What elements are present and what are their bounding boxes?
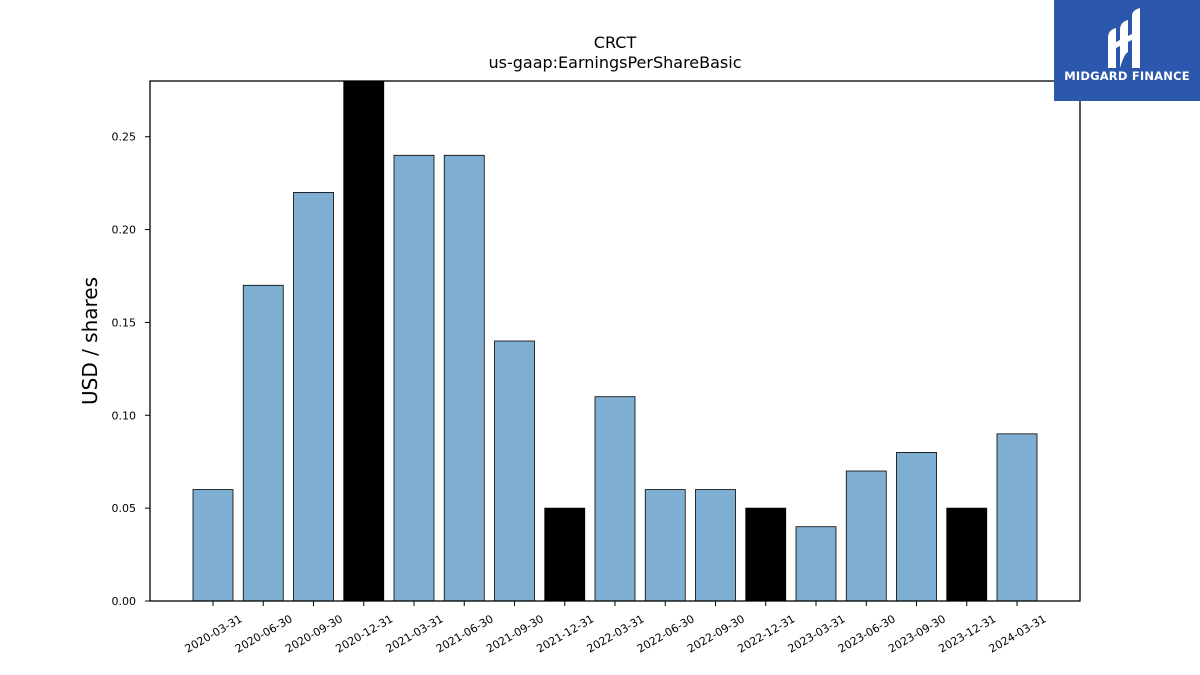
bar-2022-06-30 [644, 489, 686, 602]
chart-subtitle: us-gaap:EarningsPerShareBasic [488, 53, 741, 72]
bar-2021-03-31 [393, 154, 435, 602]
bar-2023-06-30 [845, 470, 887, 602]
bar-2022-09-30 [695, 489, 736, 602]
y-tick-label: 0.20 [112, 224, 137, 237]
bar-2021-09-30 [494, 340, 535, 602]
y-tick-label: 0.15 [112, 316, 137, 329]
logo-text: MIDGARD FINANCE [1064, 69, 1190, 83]
bar-2022-03-31 [594, 396, 636, 602]
bar-2023-09-30 [896, 452, 937, 602]
x-axis: 2020-03-312020-06-302020-09-302020-12-31… [183, 601, 1049, 656]
y-axis-label: USD / shares [78, 277, 102, 405]
y-tick-label: 0.10 [112, 409, 137, 422]
bars-group [192, 80, 1038, 602]
y-tick-label: 0.05 [112, 502, 137, 515]
bar-2022-12-31 [745, 507, 787, 602]
bar-2021-06-30 [443, 154, 485, 602]
bar-2021-12-31 [544, 507, 586, 602]
bar-2023-12-31 [946, 507, 988, 602]
y-axis: 0.00 0.05 0.10 0.15 0.20 0.25 [112, 131, 150, 608]
bar-2020-06-30 [242, 284, 284, 602]
midgard-finance-logo: MIDGARD FINANCE [1054, 0, 1200, 101]
bar-2024-03-31 [996, 433, 1038, 602]
y-tick-label: 0.25 [112, 131, 137, 144]
bar-2020-03-31 [192, 489, 234, 602]
chart-title: CRCT [594, 33, 637, 52]
midgard-logo-icon [1108, 8, 1140, 68]
plot-frame [149, 80, 1081, 602]
bar-2023-03-31 [795, 526, 837, 602]
bar-2020-12-31 [343, 80, 385, 602]
bar-2020-09-30 [293, 192, 334, 602]
y-tick-label: 0.00 [112, 595, 137, 608]
x-tick-label: 2024-03-31 [987, 612, 1049, 655]
